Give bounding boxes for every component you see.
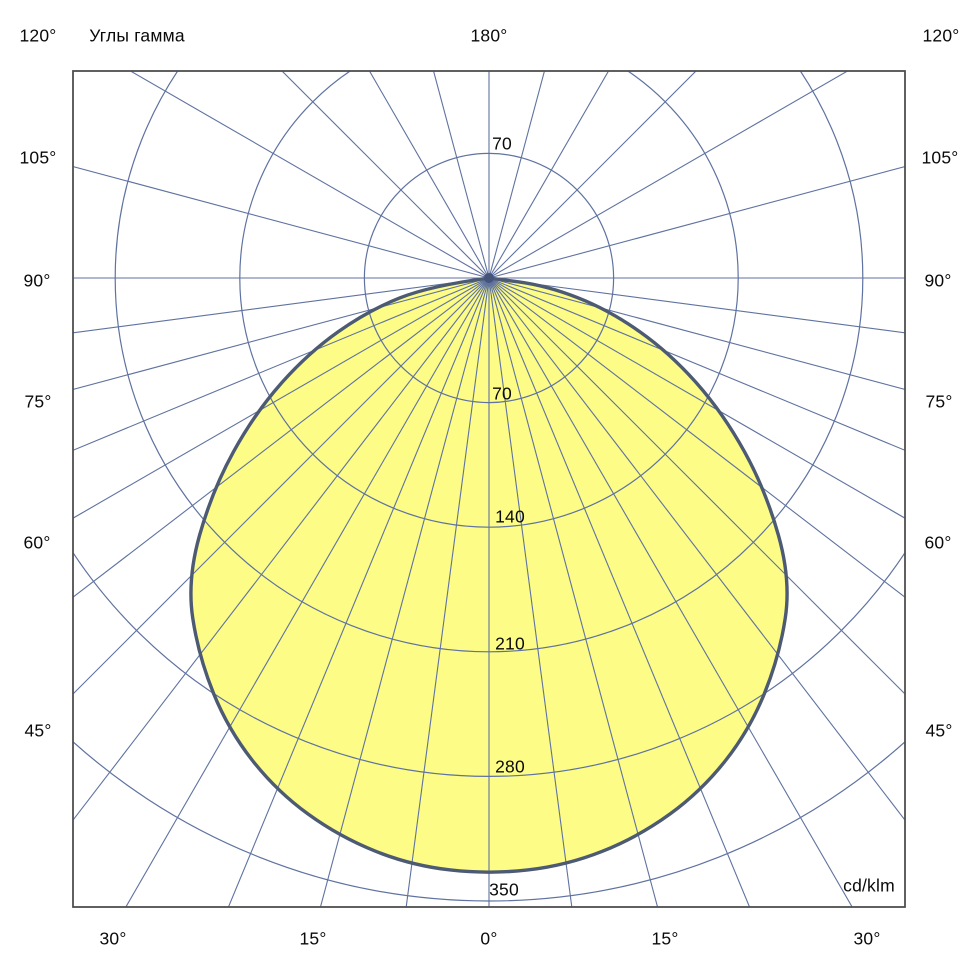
angle-label-bottom-15l: 15° [299, 928, 327, 949]
angle-label-bottom-30r: 30° [853, 928, 881, 949]
unit-label: cd/klm [843, 875, 895, 896]
angle-label-right-90: 90° [924, 270, 952, 291]
radial-label-210: 210 [495, 633, 525, 654]
angle-label-right-75: 75° [925, 391, 953, 412]
angle-label-top-right: 120° [922, 25, 960, 46]
radial-label-350: 350 [489, 879, 519, 900]
radial-label-70-upper: 70 [492, 133, 512, 154]
intensity-curve-outline [189, 276, 789, 874]
angle-label-left-45: 45° [24, 720, 52, 741]
angle-label-bottom-15r: 15° [651, 928, 679, 949]
angle-label-right-45: 45° [925, 720, 953, 741]
angle-label-left-60: 60° [23, 532, 51, 553]
angle-label-left-75: 75° [24, 391, 52, 412]
chart-title: Углы гамма [89, 25, 185, 46]
angle-label-bottom-0: 0° [480, 928, 498, 949]
radial-label-280: 280 [495, 756, 525, 777]
angle-label-right-60: 60° [924, 532, 952, 553]
radial-label-70-lower: 70 [492, 383, 512, 404]
angle-label-left-90: 90° [23, 270, 51, 291]
radial-label-140: 140 [495, 506, 525, 527]
angle-label-left-105: 105° [19, 147, 57, 168]
angle-label-right-105: 105° [921, 147, 959, 168]
angle-label-top-center: 180° [470, 25, 508, 46]
plot-border [72, 70, 906, 908]
angle-label-top-left: 120° [19, 25, 57, 46]
angle-label-bottom-30l: 30° [99, 928, 127, 949]
polar-center-dot [484, 273, 494, 283]
